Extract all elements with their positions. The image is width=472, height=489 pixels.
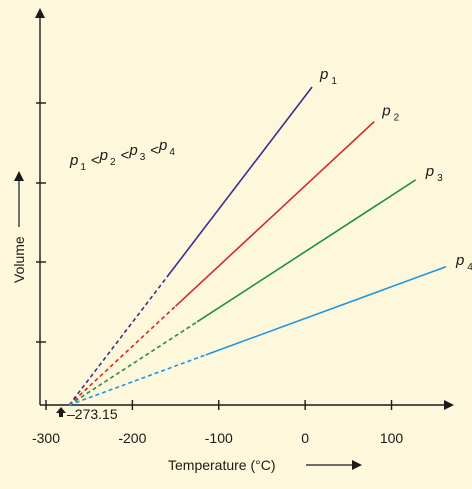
intercept-label: –273.15 (67, 406, 118, 422)
x-tick-label-0: -300 (32, 430, 60, 446)
series-labels: p 1 p 2 p 3 p 4 (319, 66, 472, 273)
series-p4-line (205, 265, 447, 356)
x-tick-label-4: 100 (380, 430, 404, 446)
x-tick-label-2: -100 (205, 430, 233, 446)
series-p1-line (166, 86, 313, 278)
y-axis-title: Volume (11, 236, 27, 283)
x-axis-title: Temperature (°C) (168, 457, 276, 473)
series-lines (68, 86, 447, 406)
pressure-relation: p 1 <p 2 <p 3 <p 4 (69, 137, 175, 173)
y-axis-title-group: Volume (11, 171, 27, 283)
series-p2-line (175, 121, 375, 307)
series-p2-extrapolated (68, 305, 177, 406)
x-axis-ticks: -300 -200 -100 0 100 (32, 400, 403, 446)
series-p3-extrapolated (68, 321, 198, 406)
series-p4-extrapolated (68, 354, 207, 406)
series-p1-extrapolated (68, 276, 168, 406)
x-tick-label-1: -200 (118, 430, 146, 446)
y-axis-ticks (36, 102, 46, 343)
series-p3-line (196, 179, 417, 323)
intercept-arrow-icon (56, 407, 66, 417)
x-tick-label-3: 0 (301, 430, 309, 446)
